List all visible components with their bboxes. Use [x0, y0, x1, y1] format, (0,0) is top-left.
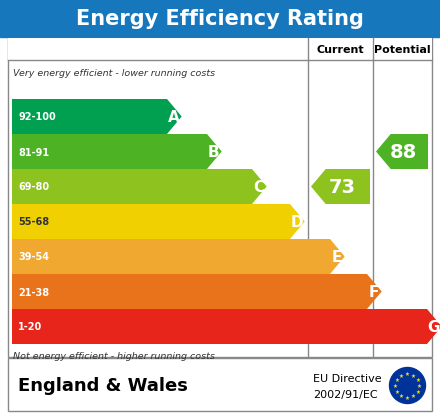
Text: Current: Current — [317, 45, 364, 55]
Polygon shape — [12, 309, 440, 344]
Text: 81-91: 81-91 — [18, 147, 49, 157]
Bar — [0, 0, 440, 38]
Text: Very energy efficient - lower running costs: Very energy efficient - lower running co… — [13, 68, 215, 77]
Bar — [8, 39, 432, 357]
Text: 2002/91/EC: 2002/91/EC — [313, 389, 378, 399]
Text: 21-38: 21-38 — [18, 287, 49, 297]
Text: EU Directive: EU Directive — [313, 373, 381, 383]
Polygon shape — [12, 100, 182, 135]
Text: E: E — [331, 249, 342, 264]
Text: ★: ★ — [411, 373, 416, 378]
Text: ★: ★ — [399, 394, 404, 399]
Text: B: B — [208, 145, 220, 159]
Text: 1-20: 1-20 — [18, 322, 42, 332]
Polygon shape — [376, 135, 428, 170]
Circle shape — [389, 368, 425, 404]
Polygon shape — [12, 135, 222, 170]
Polygon shape — [12, 170, 267, 204]
Text: 69-80: 69-80 — [18, 182, 49, 192]
Text: ★: ★ — [415, 389, 420, 394]
Polygon shape — [12, 274, 381, 309]
Polygon shape — [12, 240, 345, 274]
Text: 39-54: 39-54 — [18, 252, 49, 262]
Text: ★: ★ — [393, 383, 398, 388]
Text: Not energy efficient - higher running costs: Not energy efficient - higher running co… — [13, 351, 215, 361]
Text: 73: 73 — [329, 178, 356, 197]
Text: 88: 88 — [390, 142, 417, 161]
Text: A: A — [168, 110, 180, 125]
Bar — [8, 39, 432, 61]
Text: ★: ★ — [417, 383, 422, 388]
Text: G: G — [427, 319, 440, 334]
Text: 92-100: 92-100 — [18, 112, 56, 122]
Text: ★: ★ — [415, 377, 420, 382]
Text: C: C — [253, 180, 264, 195]
Bar — [8, 358, 432, 411]
Polygon shape — [12, 204, 304, 240]
Text: ★: ★ — [405, 371, 410, 376]
Text: Energy Efficiency Rating: Energy Efficiency Rating — [76, 9, 364, 29]
Text: ★: ★ — [405, 395, 410, 400]
Text: ★: ★ — [411, 394, 416, 399]
Text: Potential: Potential — [374, 45, 431, 55]
Text: F: F — [368, 284, 379, 299]
Text: 55-68: 55-68 — [18, 217, 49, 227]
Text: ★: ★ — [399, 373, 404, 378]
Polygon shape — [311, 170, 370, 204]
Text: ★: ★ — [395, 377, 400, 382]
Text: ★: ★ — [395, 389, 400, 394]
Text: England & Wales: England & Wales — [18, 377, 188, 394]
Text: D: D — [290, 214, 303, 230]
